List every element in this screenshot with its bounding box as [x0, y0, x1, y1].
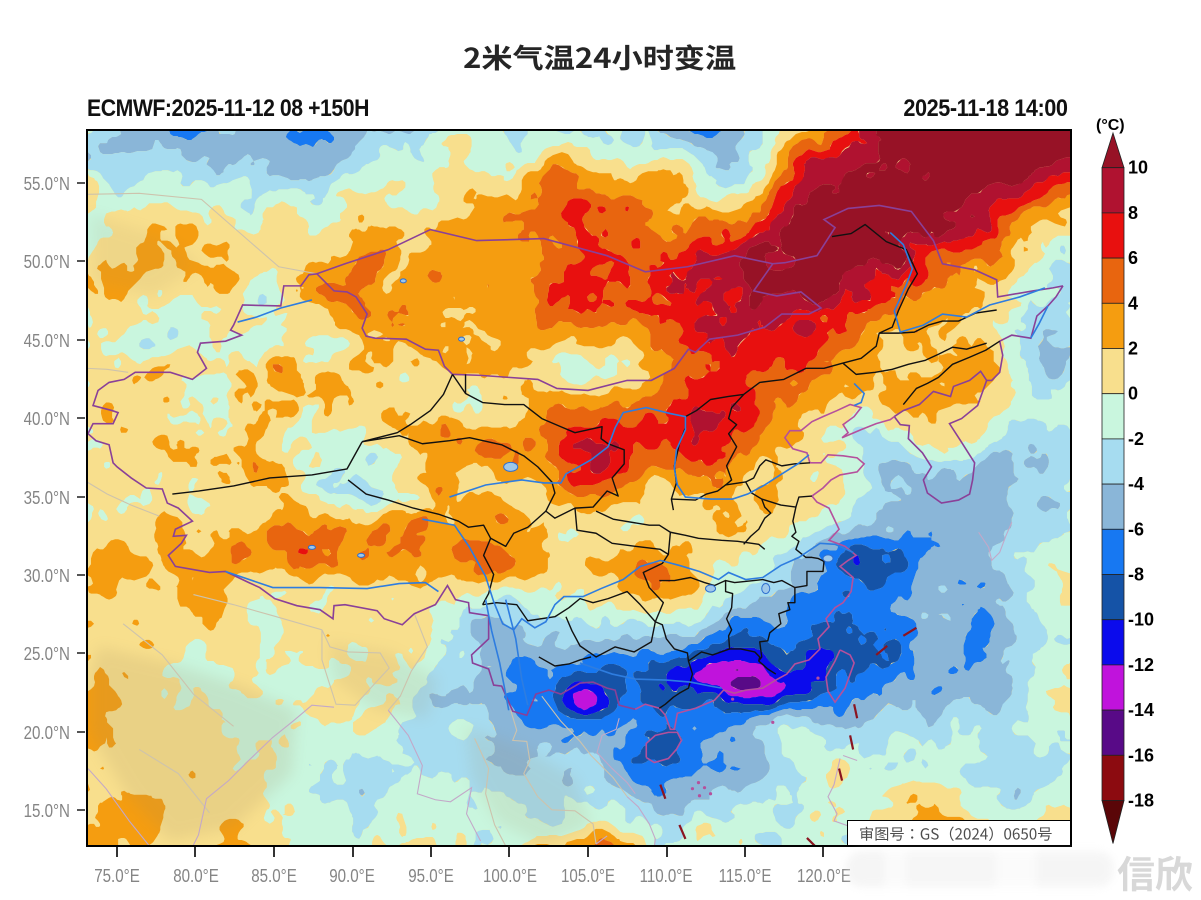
svg-text:-14: -14: [1128, 700, 1154, 720]
svg-text:6: 6: [1128, 248, 1138, 268]
svg-text:(°C): (°C): [1096, 117, 1125, 134]
svg-text:-2: -2: [1128, 429, 1144, 449]
svg-text:4: 4: [1128, 293, 1138, 313]
svg-text:-8: -8: [1128, 565, 1144, 585]
svg-text:8: 8: [1128, 203, 1138, 223]
svg-text:-10: -10: [1128, 610, 1154, 630]
svg-text:-12: -12: [1128, 655, 1154, 675]
svg-text:10: 10: [1128, 158, 1148, 178]
svg-text:0: 0: [1128, 384, 1138, 404]
svg-text:-4: -4: [1128, 474, 1144, 494]
svg-text:2: 2: [1128, 339, 1138, 359]
svg-text:-16: -16: [1128, 745, 1154, 765]
svg-text:-6: -6: [1128, 519, 1144, 539]
svg-text:-18: -18: [1128, 791, 1154, 811]
